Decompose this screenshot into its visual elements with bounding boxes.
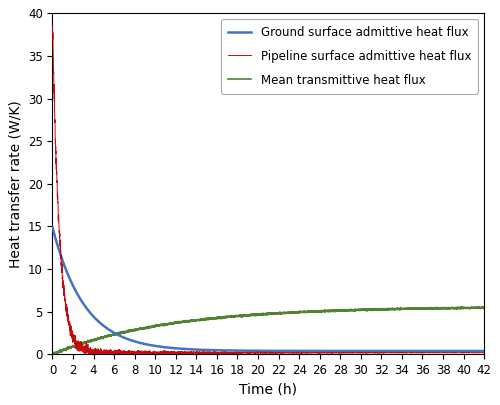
Pipeline surface admittive heat flux	[330, 350, 336, 355]
Pipeline surface admittive heat flux	[214, 350, 220, 355]
Mean transmittive heat flux	[50, 352, 56, 357]
Pipeline surface admittive heat flux	[128, 350, 134, 355]
Mean transmittive heat flux	[474, 305, 480, 309]
Ground surface admittive heat flux	[404, 349, 410, 354]
Ground surface admittive heat flux	[50, 225, 56, 230]
Pipeline surface admittive heat flux	[481, 350, 487, 355]
Y-axis label: Heat transfer rate (W/K): Heat transfer rate (W/K)	[8, 100, 22, 268]
Ground surface admittive heat flux	[372, 349, 378, 354]
Ground surface admittive heat flux	[330, 349, 336, 354]
Line: Pipeline surface admittive heat flux: Pipeline surface admittive heat flux	[52, 26, 484, 354]
Legend: Ground surface admittive heat flux, Pipeline surface admittive heat flux, Mean t: Ground surface admittive heat flux, Pipe…	[220, 19, 478, 94]
Pipeline surface admittive heat flux	[308, 350, 314, 355]
Mean transmittive heat flux	[330, 308, 336, 313]
Pipeline surface admittive heat flux	[404, 350, 410, 355]
Mean transmittive heat flux	[481, 305, 487, 310]
Ground surface admittive heat flux	[481, 349, 487, 354]
Pipeline surface admittive heat flux	[372, 350, 378, 355]
Mean transmittive heat flux	[372, 307, 378, 311]
Pipeline surface admittive heat flux	[82, 352, 87, 357]
Mean transmittive heat flux	[128, 328, 134, 333]
Mean transmittive heat flux	[50, 352, 56, 357]
Ground surface admittive heat flux	[128, 338, 134, 343]
Mean transmittive heat flux	[214, 315, 220, 320]
Line: Mean transmittive heat flux: Mean transmittive heat flux	[52, 307, 484, 354]
X-axis label: Time (h): Time (h)	[240, 383, 298, 396]
Line: Ground surface admittive heat flux: Ground surface admittive heat flux	[52, 227, 484, 351]
Pipeline surface admittive heat flux	[50, 23, 56, 28]
Mean transmittive heat flux	[308, 309, 314, 314]
Ground surface admittive heat flux	[308, 349, 314, 354]
Mean transmittive heat flux	[404, 307, 410, 311]
Ground surface admittive heat flux	[214, 348, 220, 353]
